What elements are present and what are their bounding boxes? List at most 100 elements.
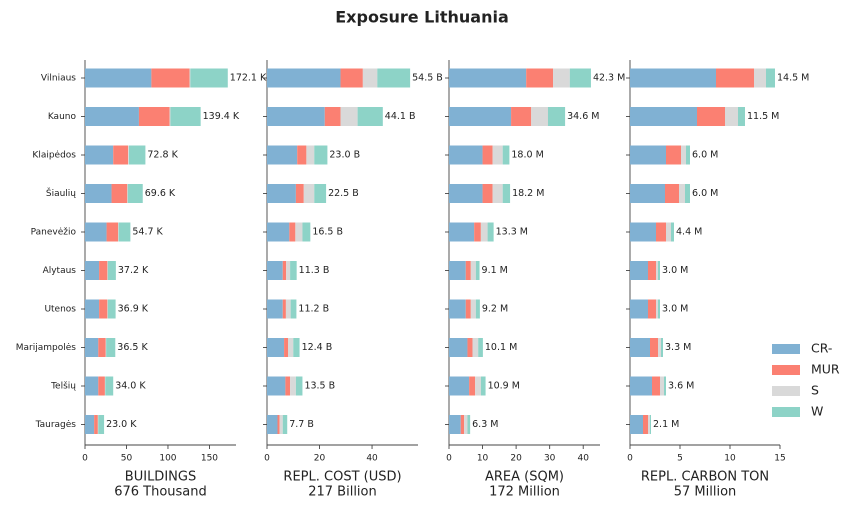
bar-segment: [285, 376, 291, 396]
bar-segment: [754, 68, 766, 88]
legend-label: S: [811, 383, 819, 398]
total-label: 3.0 M: [662, 265, 688, 276]
bar-segment: [666, 145, 681, 165]
total-label: 11.2 B: [298, 304, 329, 315]
bar-segment: [295, 184, 304, 203]
bar-segment: [648, 299, 656, 319]
bar-segment: [666, 222, 671, 242]
y-tick-label: Tauragės: [35, 420, 77, 430]
y-tick-label: Kauno: [48, 112, 77, 122]
bar-segment: [106, 222, 119, 242]
x-tick-label: 100: [159, 454, 176, 464]
bar-segment: [648, 261, 656, 280]
bar-segment: [630, 184, 665, 203]
bar-segment: [697, 107, 725, 126]
bar-segment: [449, 222, 475, 242]
bar-segment: [650, 415, 651, 434]
bar-segment: [267, 261, 283, 280]
total-label: 6.0 M: [692, 150, 718, 161]
total-label: 10.9 M: [488, 381, 520, 392]
y-tick-label: Panevėžio: [31, 228, 77, 238]
bar-segment: [470, 299, 476, 319]
x-tick-label: 0: [264, 454, 270, 464]
total-label: 12.4 B: [302, 342, 333, 353]
bar-segment: [630, 145, 666, 165]
bar-segment: [290, 261, 297, 280]
bar-segment: [630, 338, 650, 357]
total-label: 44.1 B: [385, 111, 416, 122]
x-tick-label: 5: [677, 454, 683, 464]
bar-segment: [716, 68, 754, 88]
total-label: 36.9 K: [118, 304, 149, 315]
bar-segment: [487, 222, 494, 242]
total-label: 36.5 K: [117, 342, 148, 353]
bar-segment: [569, 68, 591, 88]
bar-segment: [306, 145, 315, 165]
bar-segment: [111, 184, 128, 203]
bar-segment: [169, 107, 171, 126]
bar-segment: [449, 338, 468, 357]
y-tick-label: Telšių: [50, 381, 76, 392]
bar-segment: [656, 261, 658, 280]
total-label: 72.8 K: [147, 150, 178, 161]
bar-segment: [85, 222, 107, 242]
bar-segment: [630, 376, 652, 396]
bar-segment: [267, 107, 325, 126]
bar-segment: [480, 222, 488, 242]
bar-segment: [282, 261, 287, 280]
bar-segment: [650, 338, 658, 357]
bar-segment: [725, 107, 738, 126]
bar-segment: [289, 222, 296, 242]
legend-label: MUR: [811, 362, 840, 377]
bar-segment: [297, 145, 307, 165]
bar-segment: [127, 184, 143, 203]
y-tick-label: Klaipėdos: [32, 151, 76, 161]
bar-segment: [671, 222, 674, 242]
bar-segment: [685, 184, 690, 203]
bar-segment: [286, 261, 291, 280]
bar-segment: [547, 107, 566, 126]
total-label: 11.5 M: [747, 111, 779, 122]
bar-segment: [679, 184, 685, 203]
bar-segment: [449, 261, 466, 280]
bar-segment: [492, 184, 503, 203]
x-axis-label: REPL. COST (USD): [283, 470, 401, 485]
bar-segment: [630, 299, 648, 319]
total-label: 172.1 K: [230, 73, 267, 84]
x-tick-label: 30: [544, 454, 556, 464]
bar-segment: [686, 145, 690, 165]
bar-segment: [138, 107, 170, 126]
bar-segment: [470, 261, 476, 280]
bar-segment: [128, 145, 129, 165]
bar-segment: [85, 184, 112, 203]
bar-segment: [656, 299, 658, 319]
bar-segment: [118, 222, 131, 242]
total-label: 54.5 B: [412, 73, 443, 84]
x-axis-label: 217 Billion: [308, 485, 377, 500]
bar-segment: [467, 338, 473, 357]
bar-segment: [664, 376, 666, 396]
bar-segment: [85, 68, 152, 88]
bar-segment: [467, 415, 471, 434]
bar-segment: [474, 222, 481, 242]
bar-segment: [630, 107, 697, 126]
total-label: 7.7 B: [289, 419, 314, 430]
bar-segment: [449, 299, 466, 319]
total-label: 34.0 K: [115, 381, 146, 392]
bar-segment: [656, 222, 666, 242]
y-tick-label: Marijampolės: [16, 343, 77, 353]
bar-segment: [267, 338, 285, 357]
total-label: 37.2 K: [118, 265, 149, 276]
bar-segment: [665, 184, 679, 203]
bar-segment: [502, 145, 510, 165]
x-axis-label: 57 Million: [674, 485, 737, 500]
bar-segment: [267, 68, 341, 88]
bar-segment: [464, 415, 468, 434]
x-tick-label: 40: [577, 454, 589, 464]
bar-segment: [465, 299, 471, 319]
bar-segment: [377, 68, 411, 88]
bar-segment: [658, 338, 661, 357]
bar-segment: [128, 145, 146, 165]
bar-segment: [170, 107, 201, 126]
bar-segment: [643, 415, 648, 434]
